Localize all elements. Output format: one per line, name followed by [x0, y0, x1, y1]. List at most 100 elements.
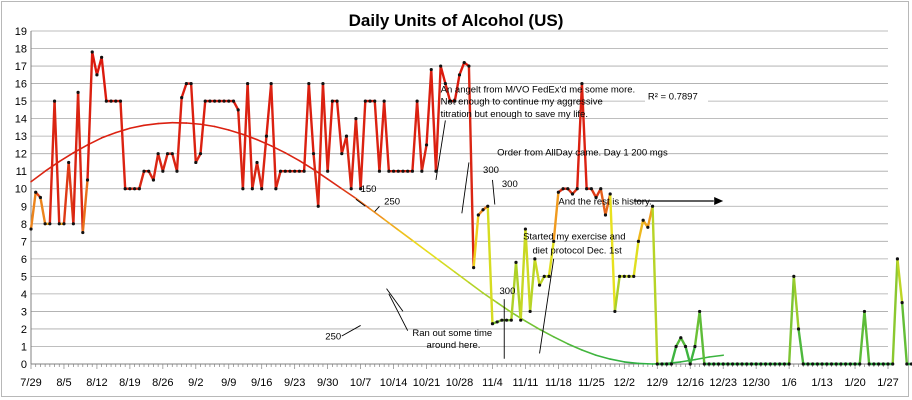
- trendline-segment: [369, 208, 385, 221]
- series-segment: [472, 213, 480, 269]
- data-point: [213, 99, 217, 103]
- data-point: [848, 362, 852, 366]
- data-point: [829, 362, 834, 366]
- series-segment: [86, 50, 94, 182]
- series-segment: [590, 187, 598, 199]
- data-point: [349, 187, 353, 191]
- trendline-segment: [524, 320, 541, 331]
- data-point: [806, 362, 810, 366]
- data-point: [792, 274, 796, 278]
- data-point: [255, 160, 259, 165]
- data-point: [589, 187, 593, 191]
- data-point: [683, 344, 688, 349]
- data-point: [773, 362, 777, 366]
- data-point: [740, 362, 744, 366]
- data-point: [495, 320, 499, 324]
- data-point: [674, 344, 678, 349]
- data-series: [29, 50, 912, 366]
- x-tick-label: 1/13: [811, 377, 832, 389]
- data-point: [326, 169, 330, 173]
- annotation-text: 250: [384, 197, 400, 208]
- series-segment: [797, 327, 805, 366]
- data-point: [165, 152, 170, 156]
- x-tick-label: 12/30: [742, 377, 770, 389]
- data-point: [363, 99, 367, 103]
- data-point: [373, 99, 377, 103]
- series-segment: [434, 64, 442, 173]
- x-tick-label: 11/4: [482, 377, 503, 389]
- data-point: [260, 187, 264, 191]
- trendline-segment: [637, 362, 654, 365]
- trendline-segment: [326, 178, 343, 190]
- annotation-text: 250: [325, 331, 341, 342]
- data-point: [52, 99, 57, 103]
- annotation-leader: [355, 198, 366, 207]
- series-segment: [189, 82, 198, 164]
- data-point: [566, 187, 570, 191]
- x-tick-label: 9/9: [221, 377, 236, 389]
- annotation-text: 300: [500, 286, 516, 297]
- series-segment: [72, 91, 80, 225]
- x-tick-label: 10/7: [350, 377, 371, 389]
- trendline-segment: [284, 152, 301, 162]
- x-tick-label: 1/27: [877, 377, 898, 389]
- annotation-text: titration but enough to save my life.: [441, 109, 588, 120]
- history-arrow-head: [714, 197, 724, 206]
- series-segment: [302, 82, 311, 173]
- data-point: [137, 187, 141, 191]
- annotation-text: 150: [361, 184, 377, 195]
- data-point: [650, 204, 655, 208]
- series-segment: [119, 99, 127, 190]
- data-point: [778, 362, 782, 366]
- data-point: [109, 99, 113, 103]
- x-tick-label: 9/30: [317, 377, 338, 389]
- data-point: [726, 362, 730, 366]
- data-point: [476, 213, 480, 217]
- data-point: [434, 169, 438, 173]
- y-tick-label: 16: [15, 79, 27, 91]
- x-tick-label: 11/11: [512, 377, 538, 389]
- data-point: [340, 152, 344, 156]
- series-segment: [891, 257, 899, 366]
- data-point: [820, 362, 824, 366]
- data-point: [665, 362, 669, 366]
- annotation-text: Not enough to continue my aggressive: [441, 97, 603, 108]
- data-point: [217, 99, 221, 103]
- data-point: [344, 134, 349, 138]
- data-point: [278, 169, 283, 173]
- series-segment: [608, 192, 617, 313]
- series-segment: [552, 191, 560, 243]
- data-point: [679, 336, 683, 340]
- data-point: [283, 169, 287, 173]
- data-point: [782, 362, 787, 366]
- trendline-segment: [567, 343, 583, 351]
- x-tick-label: 9/16: [251, 377, 272, 389]
- data-point: [118, 99, 123, 103]
- series-segment: [547, 240, 555, 278]
- data-point: [749, 362, 754, 366]
- series-segment: [430, 68, 438, 173]
- data-point: [293, 169, 297, 173]
- x-tick-label: 9/23: [284, 377, 305, 389]
- data-point: [170, 152, 174, 156]
- y-tick-label: 0: [21, 359, 27, 371]
- data-point: [387, 169, 391, 173]
- series-segment: [439, 64, 447, 85]
- series-segment: [175, 96, 183, 173]
- data-point: [608, 192, 612, 196]
- series-segment: [674, 336, 683, 348]
- data-point: [189, 81, 193, 86]
- series-segment: [39, 196, 47, 225]
- data-point: [556, 190, 560, 194]
- series-segment: [415, 99, 424, 173]
- data-point: [537, 283, 542, 287]
- series-segment: [787, 275, 796, 366]
- series-segment: [453, 73, 461, 103]
- data-point: [391, 169, 396, 173]
- data-point: [872, 362, 876, 366]
- series-segment: [670, 345, 678, 366]
- series-segment: [251, 161, 259, 190]
- data-point: [514, 260, 518, 264]
- data-point: [862, 309, 867, 314]
